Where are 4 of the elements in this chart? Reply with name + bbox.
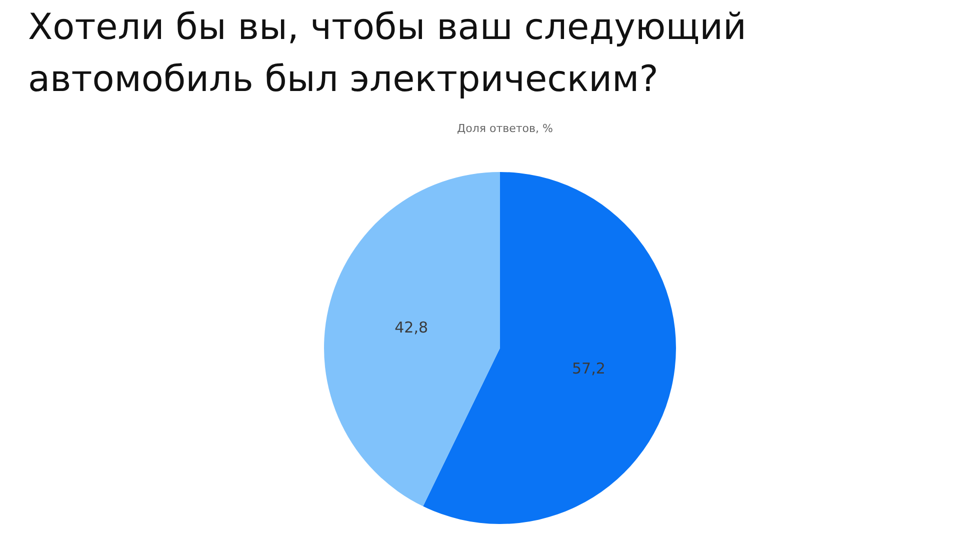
chart-subtitle: Доля ответов, % [457,122,553,135]
data-label: 42,8 [394,318,428,337]
chart-title: Хотели бы вы, чтобы ваш следующий автомобиль был электрическим? [28,6,748,102]
data-label: 57,2 [572,359,606,378]
